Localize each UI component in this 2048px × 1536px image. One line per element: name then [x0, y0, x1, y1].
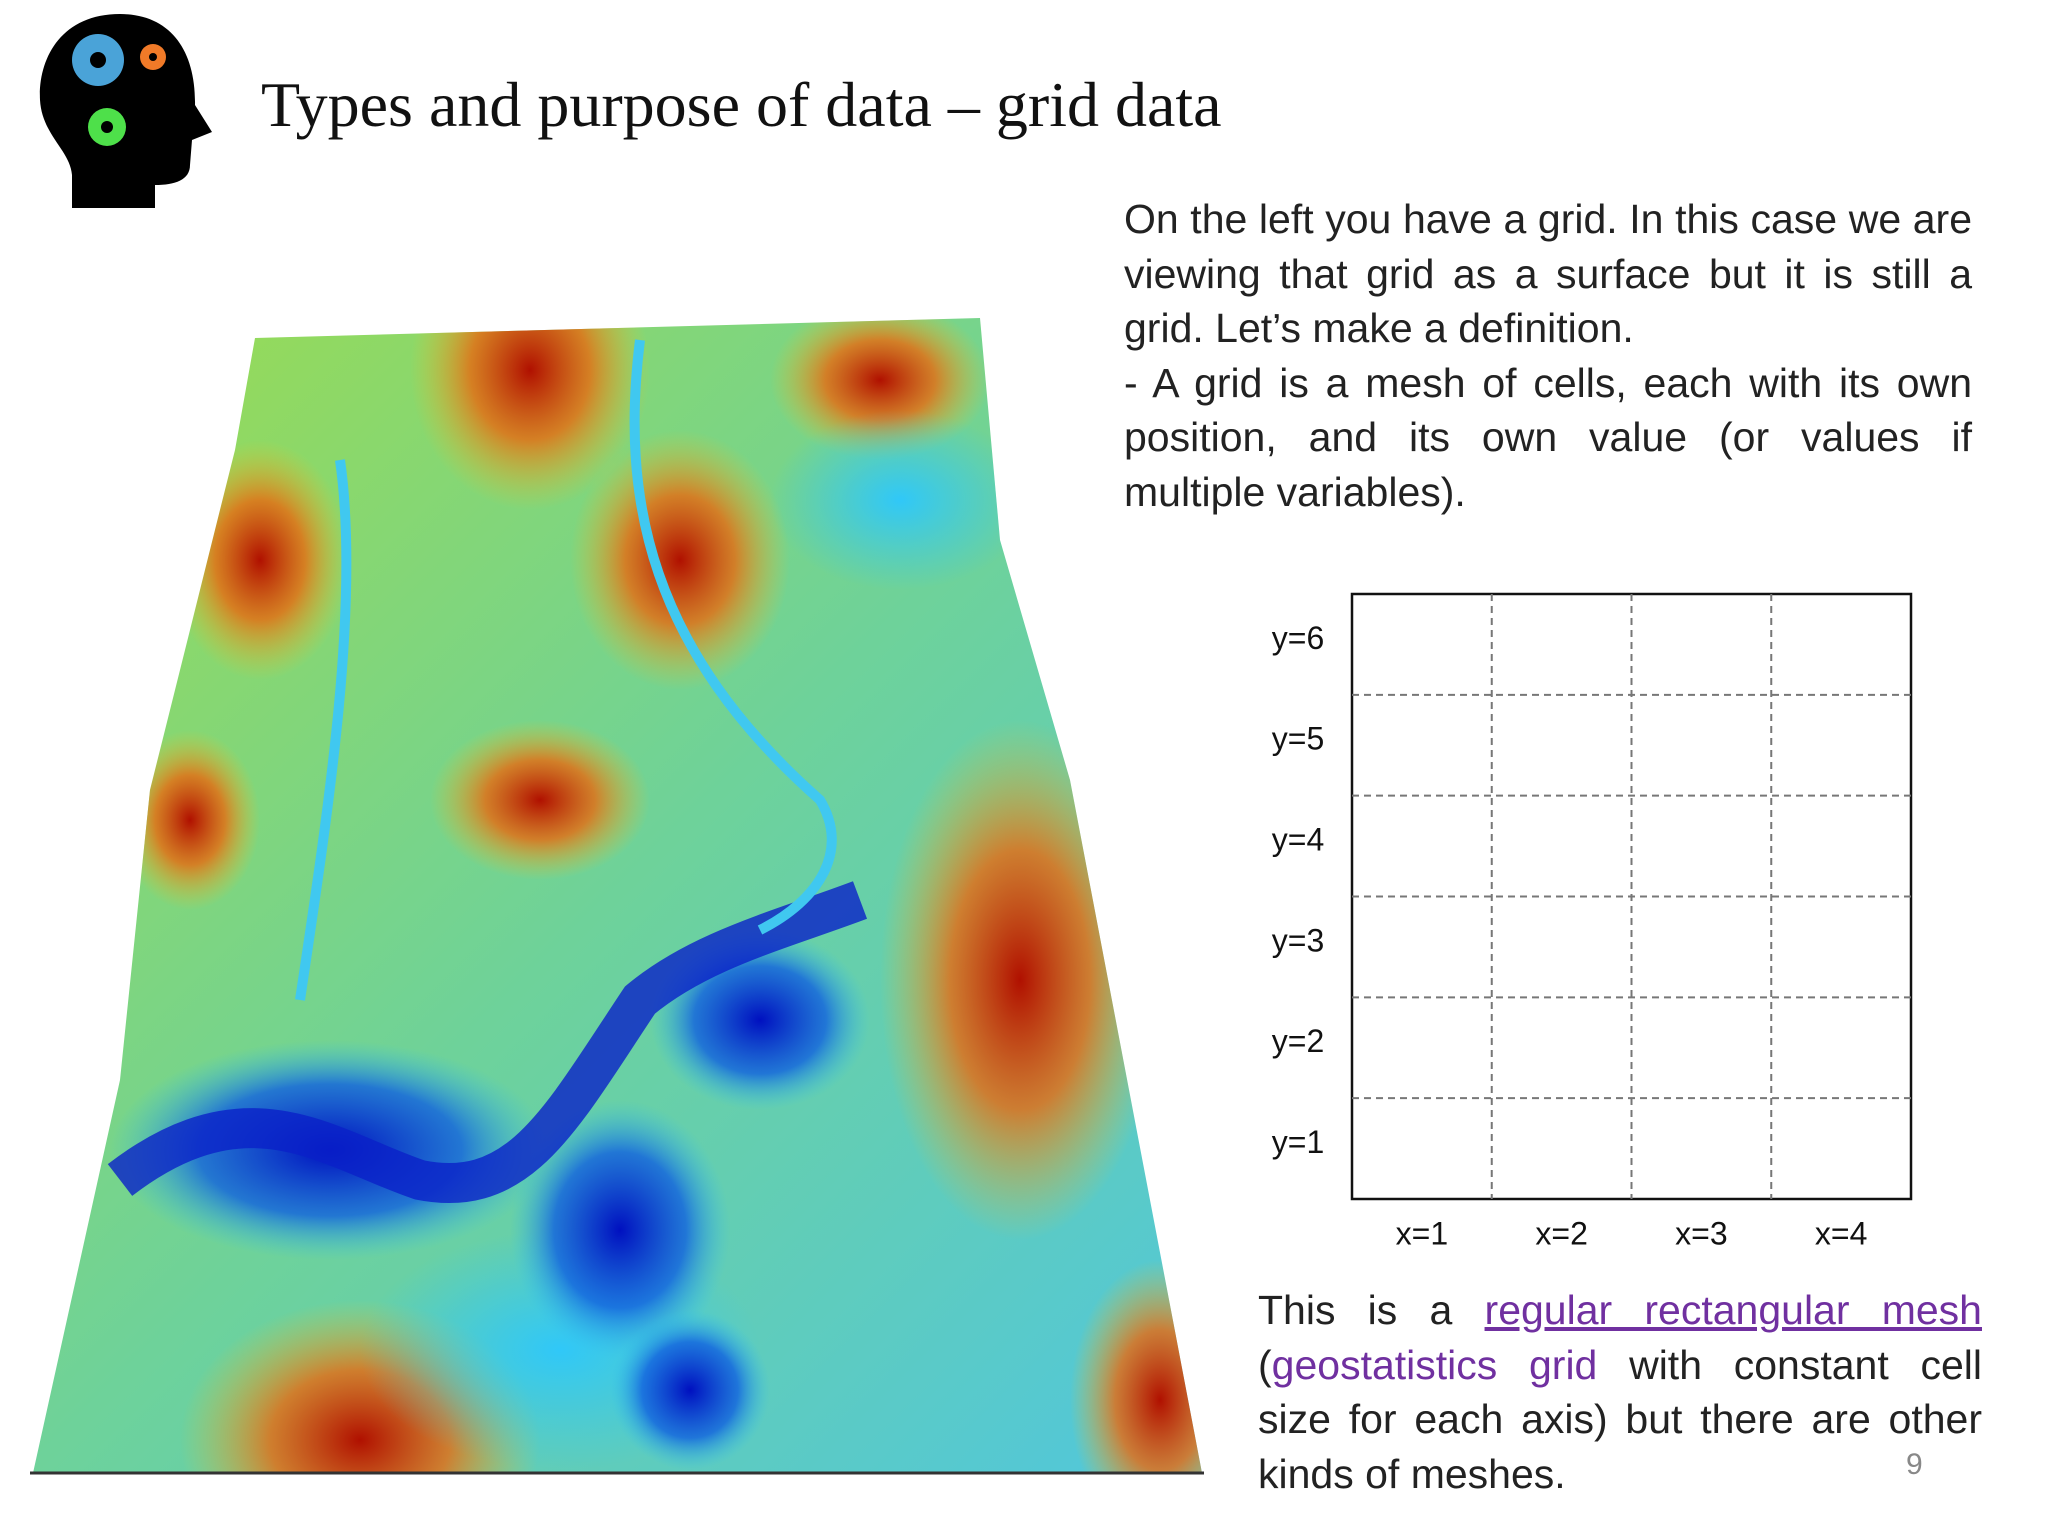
paragraph: On the left you have a grid. In this cas… [1124, 196, 1972, 351]
y-label: y=5 [1272, 721, 1324, 757]
x-label: x=1 [1396, 1215, 1448, 1251]
y-label: y=2 [1272, 1023, 1324, 1059]
link[interactable]: regular rectangular mesh [1484, 1287, 1982, 1333]
text: ( [1258, 1341, 1272, 1388]
y-label: y=3 [1272, 922, 1324, 958]
link[interactable]: geostatistics grid [1271, 1341, 1598, 1388]
text: This is a [1258, 1287, 1453, 1333]
caption-text: This is a regular rectangular mesh (geos… [1258, 1283, 1982, 1501]
y-label: y=6 [1272, 620, 1324, 656]
intro-text: On the left you have a grid. In this cas… [1124, 192, 1972, 519]
head-icon [39, 14, 212, 208]
page-number: 9 [1906, 1448, 1923, 1481]
y-label: y=1 [1272, 1124, 1324, 1160]
paragraph: - A grid is a mesh of cells, each with i… [1124, 359, 1972, 515]
x-label: x=3 [1675, 1215, 1727, 1251]
x-label: x=2 [1535, 1215, 1587, 1251]
terrain-image [33, 318, 1202, 1473]
text: with constant cell size for each axis) b… [1258, 1341, 1982, 1497]
grid-diagram: y=6 y=5 y=4 y=3 y=2 y=1 x=1 x=2 x=3 x=4 [1272, 592, 1913, 1251]
slide-title: Types and purpose of data – grid data [261, 69, 1222, 140]
x-label: x=4 [1815, 1215, 1867, 1251]
y-label: y=4 [1272, 822, 1324, 858]
